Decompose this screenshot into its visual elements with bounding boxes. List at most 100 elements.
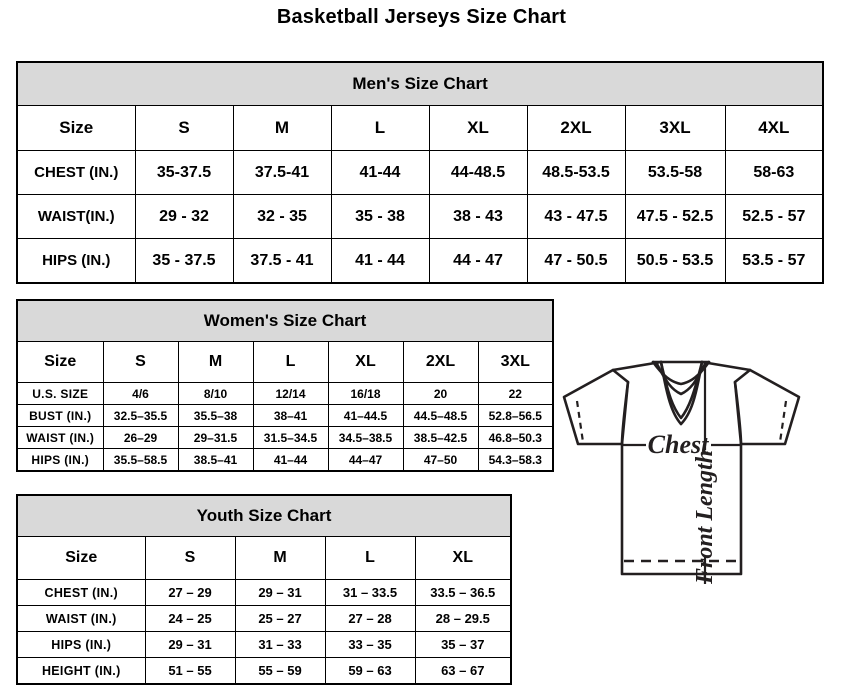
- mens-cell-waist-l: 35 - 38: [330, 194, 430, 239]
- womens-cell-ussize-s: 4/6: [102, 382, 179, 405]
- womens-header-row: Size S M L XL 2XL 3XL: [16, 341, 554, 383]
- jersey-outline-icon: [562, 360, 801, 576]
- mens-cell-hips-xl: 44 - 47: [428, 238, 528, 284]
- mens-col-header-m: M: [232, 105, 332, 151]
- mens-cell-hips-l: 41 - 44: [330, 238, 430, 284]
- youth-cell-hips-s: 29 – 31: [144, 631, 236, 658]
- mens-cell-chest-l: 41-44: [330, 150, 430, 195]
- womens-chart-caption: Women's Size Chart: [16, 299, 554, 342]
- womens-cell-bust-3xl: 52.8–56.5: [477, 404, 554, 427]
- womens-row-label-hips: HIPS (IN.): [16, 448, 104, 472]
- youth-col-header-m: M: [234, 536, 326, 580]
- womens-col-header-size: Size: [16, 341, 104, 383]
- mens-row-label-waist: WAIST(IN.): [16, 194, 136, 239]
- youth-chart-caption: Youth Size Chart: [16, 494, 512, 537]
- womens-row-label-us-size: U.S. SIZE: [16, 382, 104, 405]
- youth-header-row: Size S M L XL: [16, 536, 512, 580]
- womens-cell-hips-s: 35.5–58.5: [102, 448, 179, 472]
- youth-cell-hips-xl: 35 – 37: [414, 631, 512, 658]
- table-row: HIPS (IN.) 29 – 31 31 – 33 33 – 35 35 – …: [16, 631, 512, 658]
- youth-col-header-s: S: [144, 536, 236, 580]
- womens-cell-waist-3xl: 46.8–50.3: [477, 426, 554, 449]
- womens-cell-bust-s: 32.5–35.5: [102, 404, 179, 427]
- youth-cell-hips-l: 33 – 35: [324, 631, 416, 658]
- mens-col-header-4xl: 4XL: [724, 105, 824, 151]
- womens-cell-ussize-3xl: 22: [477, 382, 554, 405]
- youth-col-header-xl: XL: [414, 536, 512, 580]
- womens-cell-ussize-l: 12/14: [252, 382, 329, 405]
- mens-cell-chest-xl: 44-48.5: [428, 150, 528, 195]
- youth-cell-height-xl: 63 – 67: [414, 657, 512, 685]
- youth-col-header-l: L: [324, 536, 416, 580]
- youth-caption-row: Youth Size Chart: [16, 494, 512, 537]
- womens-cell-waist-xl: 34.5–38.5: [327, 426, 404, 449]
- womens-cell-bust-2xl: 44.5–48.5: [402, 404, 479, 427]
- youth-cell-waist-l: 27 – 28: [324, 605, 416, 632]
- youth-row-label-height: HEIGHT (IN.): [16, 657, 146, 685]
- youth-cell-chest-m: 29 – 31: [234, 579, 326, 606]
- mens-col-header-xl: XL: [428, 105, 528, 151]
- womens-cell-ussize-xl: 16/18: [327, 382, 404, 405]
- youth-cell-chest-s: 27 – 29: [144, 579, 236, 606]
- mens-col-header-3xl: 3XL: [624, 105, 726, 151]
- mens-col-header-l: L: [330, 105, 430, 151]
- womens-cell-bust-l: 38–41: [252, 404, 329, 427]
- mens-cell-hips-s: 35 - 37.5: [134, 238, 234, 284]
- mens-caption-row: Men's Size Chart: [16, 61, 824, 106]
- womens-col-header-3xl: 3XL: [477, 341, 554, 383]
- womens-cell-waist-m: 29–31.5: [177, 426, 254, 449]
- womens-cell-hips-3xl: 54.3–58.3: [477, 448, 554, 472]
- youth-col-header-size: Size: [16, 536, 146, 580]
- youth-cell-height-m: 55 – 59: [234, 657, 326, 685]
- womens-col-header-xl: XL: [327, 341, 404, 383]
- table-row: HEIGHT (IN.) 51 – 55 55 – 59 59 – 63 63 …: [16, 657, 512, 685]
- youth-cell-hips-m: 31 – 33: [234, 631, 326, 658]
- womens-cell-hips-xl: 44–47: [327, 448, 404, 472]
- womens-cell-bust-xl: 41–44.5: [327, 404, 404, 427]
- mens-col-header-2xl: 2XL: [526, 105, 626, 151]
- mens-cell-waist-4xl: 52.5 - 57: [724, 194, 824, 239]
- womens-row-label-waist: WAIST (IN.): [16, 426, 104, 449]
- womens-cell-waist-l: 31.5–34.5: [252, 426, 329, 449]
- mens-cell-hips-2xl: 47 - 50.5: [526, 238, 626, 284]
- mens-cell-chest-2xl: 48.5-53.5: [526, 150, 626, 195]
- youth-cell-waist-m: 25 – 27: [234, 605, 326, 632]
- table-row: CHEST (IN.) 27 – 29 29 – 31 31 – 33.5 33…: [16, 579, 512, 606]
- table-row: HIPS (IN.) 35 - 37.5 37.5 - 41 41 - 44 4…: [16, 238, 824, 284]
- mens-header-row: Size S M L XL 2XL 3XL 4XL: [16, 105, 824, 151]
- table-row: WAIST (IN.) 26–29 29–31.5 31.5–34.5 34.5…: [16, 426, 554, 449]
- mens-cell-chest-m: 37.5-41: [232, 150, 332, 195]
- womens-row-label-bust: BUST (IN.): [16, 404, 104, 427]
- mens-cell-waist-s: 29 - 32: [134, 194, 234, 239]
- youth-cell-chest-l: 31 – 33.5: [324, 579, 416, 606]
- page-title: Basketball Jerseys Size Chart: [276, 6, 567, 28]
- mens-cell-waist-m: 32 - 35: [232, 194, 332, 239]
- table-row: WAIST(IN.) 29 - 32 32 - 35 35 - 38 38 - …: [16, 194, 824, 239]
- jersey-measurement-diagram: Chest Front Length: [520, 352, 843, 652]
- youth-cell-height-s: 51 – 55: [144, 657, 236, 685]
- mens-row-label-hips: HIPS (IN.): [16, 238, 136, 284]
- mens-col-header-size: Size: [16, 105, 136, 151]
- womens-col-header-m: M: [177, 341, 254, 383]
- mens-row-label-chest: CHEST (IN.): [16, 150, 136, 195]
- mens-col-header-s: S: [134, 105, 234, 151]
- womens-size-chart-table: Women's Size Chart Size S M L XL 2XL 3XL…: [16, 299, 555, 472]
- youth-row-label-chest: CHEST (IN.): [16, 579, 146, 606]
- mens-chart-caption: Men's Size Chart: [16, 61, 824, 106]
- youth-cell-waist-s: 24 – 25: [144, 605, 236, 632]
- womens-cell-waist-2xl: 38.5–42.5: [402, 426, 479, 449]
- mens-cell-chest-4xl: 58-63: [724, 150, 824, 195]
- mens-cell-waist-3xl: 47.5 - 52.5: [624, 194, 726, 239]
- womens-cell-ussize-2xl: 20: [402, 382, 479, 405]
- chest-label: Chest: [648, 430, 709, 459]
- womens-cell-hips-2xl: 47–50: [402, 448, 479, 472]
- womens-col-header-2xl: 2XL: [402, 341, 479, 383]
- mens-cell-waist-xl: 38 - 43: [428, 194, 528, 239]
- youth-cell-waist-xl: 28 – 29.5: [414, 605, 512, 632]
- youth-row-label-waist: WAIST (IN.): [16, 605, 146, 632]
- sleeve-cuff-dashes-icon: [575, 400, 788, 443]
- womens-cell-waist-s: 26–29: [102, 426, 179, 449]
- mens-cell-hips-3xl: 50.5 - 53.5: [624, 238, 726, 284]
- womens-cell-hips-m: 38.5–41: [177, 448, 254, 472]
- mens-size-chart-table: Men's Size Chart Size S M L XL 2XL 3XL 4…: [16, 61, 825, 284]
